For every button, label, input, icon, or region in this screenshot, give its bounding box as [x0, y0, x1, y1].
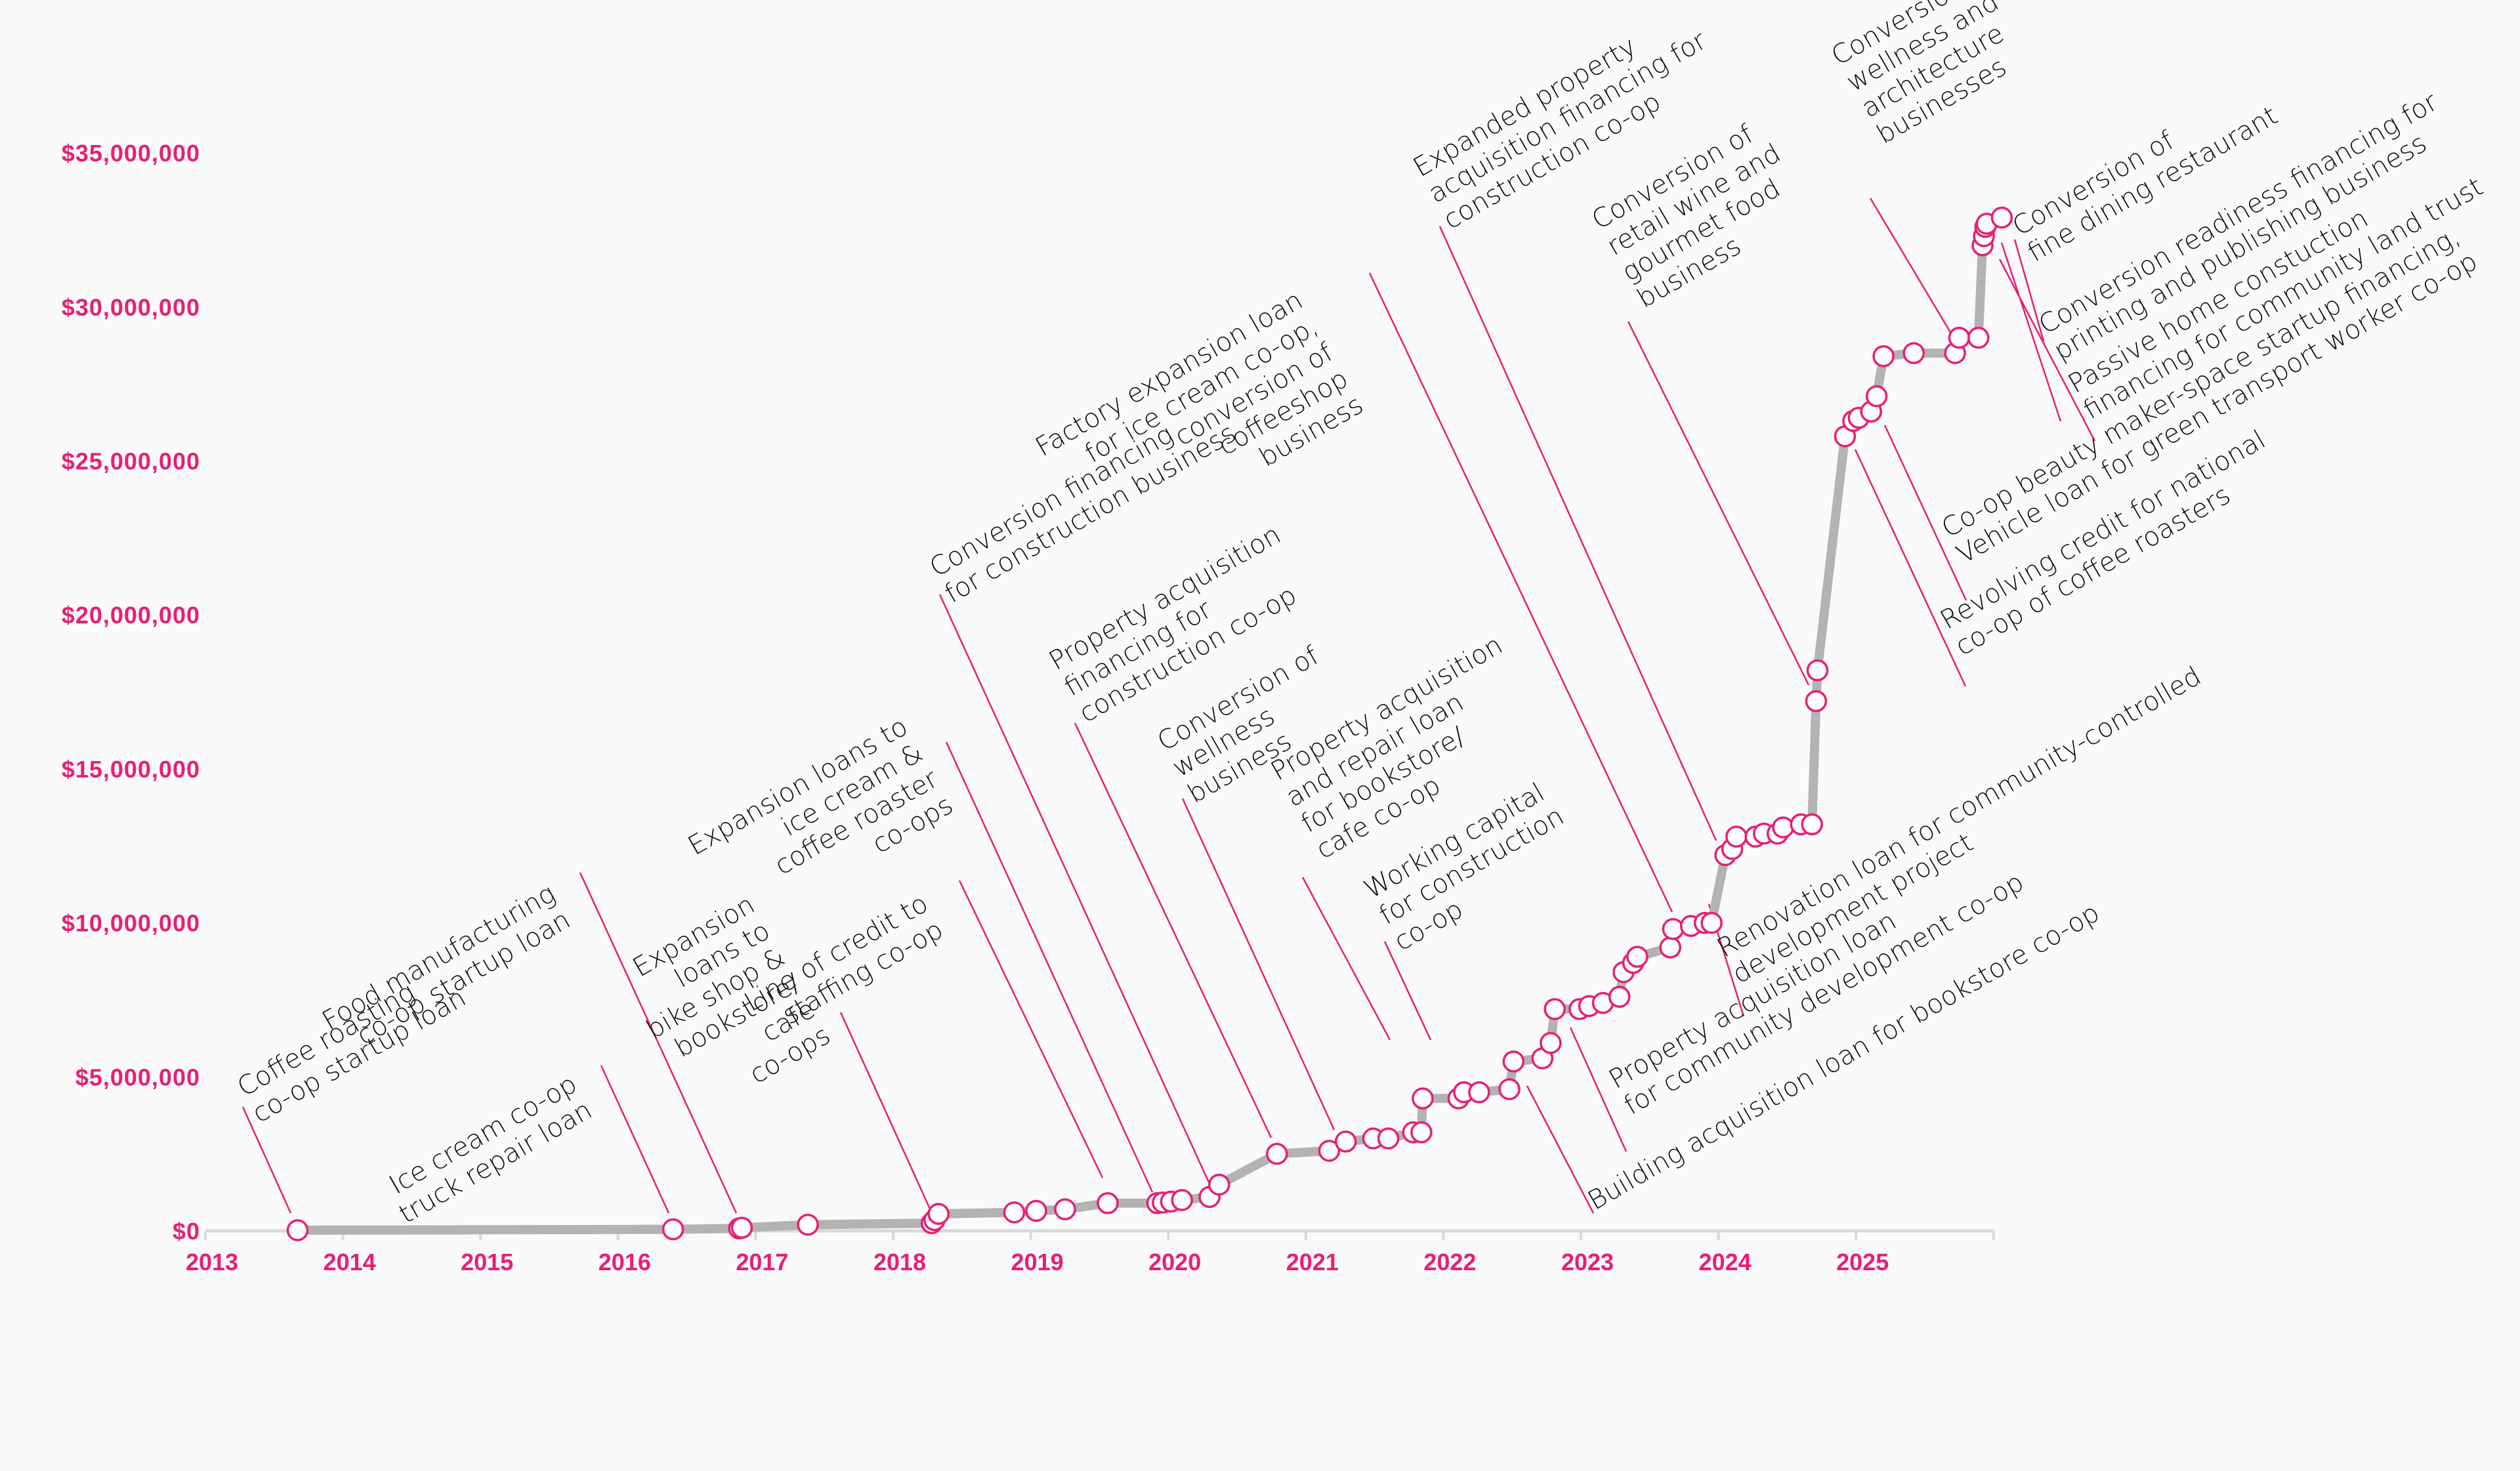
leader-line — [945, 741, 1154, 1193]
loan-point-marker[interactable] — [1502, 1050, 1525, 1073]
leader-line — [242, 1106, 292, 1214]
loan-point-marker[interactable] — [1700, 911, 1723, 934]
loan-point-marker[interactable] — [1171, 1189, 1193, 1211]
loan-point-marker[interactable] — [927, 1203, 950, 1225]
y-axis-labels: $0 $5,000,000 $10,000,000 $15,000,000 $20,00… — [62, 140, 200, 1245]
leader-line — [1368, 272, 1673, 913]
x-tick-label: 2018 — [873, 1249, 926, 1275]
x-tick-label: 2022 — [1423, 1249, 1476, 1275]
loan-point-marker[interactable] — [1054, 1198, 1076, 1220]
leader-line — [958, 880, 1104, 1178]
x-axis: 2013 2014 2015 2016 2017 2018 2019 2020 2021 2022… — [186, 1229, 1995, 1275]
loan-point-marker[interactable] — [1498, 1078, 1521, 1100]
loan-point-marker[interactable] — [1468, 1081, 1490, 1104]
x-tick-label: 2023 — [1561, 1249, 1614, 1275]
loan-point-marker[interactable] — [1412, 1087, 1434, 1109]
leader-line — [1181, 798, 1335, 1130]
y-tick-label: $0 — [173, 1218, 200, 1245]
loan-point-marker[interactable] — [1865, 385, 1888, 407]
leader-line — [1869, 197, 1952, 334]
leader-line — [1854, 449, 1967, 687]
leader-line — [839, 1012, 933, 1214]
loan-point-marker[interactable] — [1725, 825, 1748, 848]
loan-point-marker[interactable] — [1003, 1201, 1026, 1224]
leader-line — [1438, 226, 1717, 841]
leader-line — [1569, 1027, 1628, 1152]
leader-line — [600, 1065, 670, 1214]
x-tick-label: 2025 — [1836, 1249, 1889, 1275]
loan-point-marker[interactable] — [1266, 1142, 1288, 1165]
annotation-leader-lines — [242, 197, 2096, 1214]
y-tick-label: $25,000,000 — [62, 448, 200, 475]
loan-point-marker[interactable] — [1967, 326, 1990, 349]
loan-point-marker[interactable] — [1377, 1127, 1400, 1150]
x-tick-label: 2020 — [1148, 1249, 1201, 1275]
loan-point-marker[interactable] — [286, 1219, 309, 1241]
leader-line — [1074, 722, 1272, 1138]
leader-line — [1627, 321, 1810, 686]
cumulative-lending-series — [286, 206, 2013, 1241]
x-tick-label: 2021 — [1286, 1249, 1339, 1275]
loan-point-marker[interactable] — [1872, 345, 1895, 367]
loan-point-marker[interactable] — [1948, 326, 1971, 349]
x-tick-label: 2024 — [1699, 1249, 1752, 1275]
loan-point-marker[interactable] — [730, 1216, 753, 1239]
loan-point-marker[interactable] — [1990, 206, 2013, 229]
loan-point-marker[interactable] — [662, 1218, 684, 1241]
x-tick-label: 2013 — [186, 1249, 238, 1275]
loan-point-marker[interactable] — [1662, 918, 1685, 940]
x-tick-label: 2019 — [1011, 1249, 1064, 1275]
loan-point-marker[interactable] — [1806, 659, 1829, 682]
y-tick-label: $30,000,000 — [62, 294, 200, 321]
loan-point-marker[interactable] — [1025, 1199, 1047, 1222]
leader-line — [1998, 259, 2096, 442]
leader-line — [1883, 425, 1967, 601]
x-tick-label: 2014 — [324, 1249, 376, 1275]
loan-point-marker[interactable] — [1208, 1173, 1230, 1196]
leader-line — [579, 872, 738, 1214]
loan-point-marker[interactable] — [1801, 813, 1823, 836]
loan-point-marker[interactable] — [1334, 1130, 1357, 1153]
leader-line — [1383, 941, 1432, 1041]
loan-point-marker[interactable] — [1097, 1192, 1119, 1214]
x-tick-label: 2016 — [598, 1249, 651, 1275]
loan-point-marker[interactable] — [1805, 690, 1828, 713]
loan-point-marker[interactable] — [1540, 1031, 1562, 1054]
y-tick-label: $20,000,000 — [62, 602, 200, 629]
y-tick-label: $5,000,000 — [75, 1064, 200, 1090]
loan-point-marker[interactable] — [1626, 945, 1648, 968]
leader-line — [2013, 239, 2045, 342]
loan-point-marker[interactable] — [1608, 985, 1631, 1008]
leader-line — [1301, 877, 1391, 1041]
loan-point-marker[interactable] — [1772, 816, 1794, 839]
loan-point-marker[interactable] — [1318, 1140, 1341, 1162]
loan-point-marker[interactable] — [1410, 1121, 1433, 1144]
y-tick-label: $35,000,000 — [62, 140, 200, 167]
loan-point-marker[interactable] — [1544, 998, 1566, 1020]
y-tick-label: $15,000,000 — [62, 756, 200, 783]
leader-line — [2000, 242, 2062, 422]
leader-line — [938, 594, 1210, 1183]
loan-point-marker[interactable] — [1902, 342, 1925, 364]
x-tick-label: 2015 — [461, 1249, 513, 1275]
y-tick-label: $10,000,000 — [62, 910, 200, 937]
loan-point-marker[interactable] — [1659, 936, 1681, 959]
leader-line — [1526, 1085, 1595, 1214]
loan-point-marker[interactable] — [797, 1213, 819, 1236]
x-tick-label: 2017 — [736, 1249, 788, 1275]
